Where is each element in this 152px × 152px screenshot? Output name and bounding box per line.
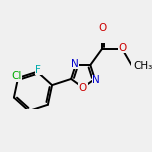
Text: Cl: Cl [11,71,21,81]
Text: O: O [98,23,106,33]
Text: CH₃: CH₃ [133,61,152,71]
Text: F: F [35,64,41,74]
Text: O: O [79,83,87,93]
Text: N: N [92,75,100,85]
Text: N: N [71,59,78,69]
Text: O: O [118,43,126,53]
